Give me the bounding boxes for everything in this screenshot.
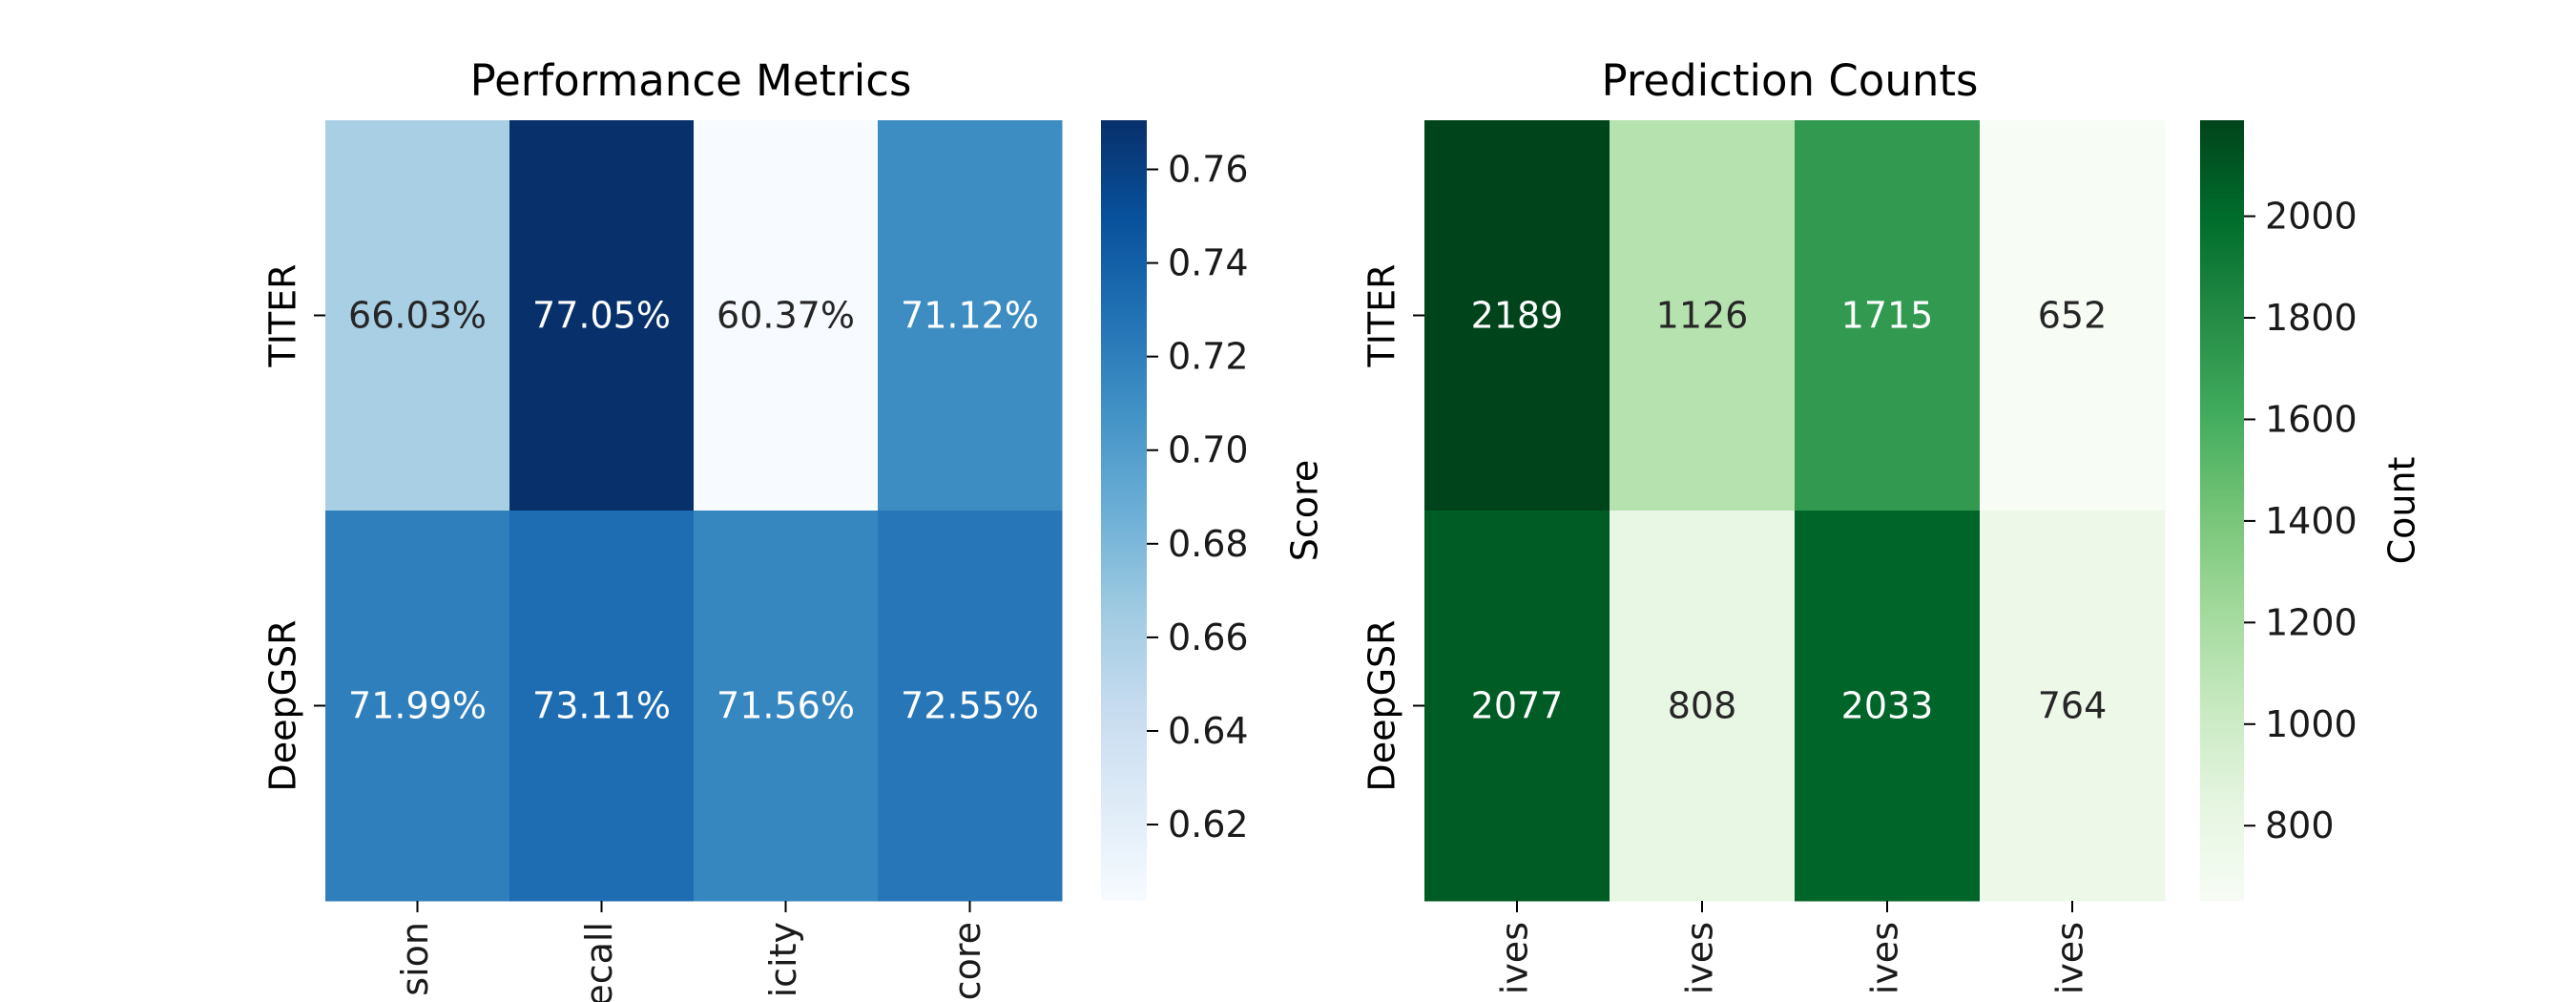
heatmap-cell: [878, 511, 1063, 902]
column-tick-labels: ives ives ives ives: [1494, 901, 2091, 994]
colorbar-tick-label: 0.68: [1168, 523, 1249, 565]
colorbar-tick-label: 0.72: [1168, 336, 1249, 378]
row-label: DeepGSR: [1361, 619, 1403, 791]
column-label: ives: [1494, 922, 1536, 994]
cell-value-label: 652: [2038, 295, 2108, 337]
column-label: ives: [2049, 922, 2091, 994]
colorbar-tick-label: 1000: [2265, 703, 2358, 745]
cell-value-label: 2077: [1471, 685, 1564, 727]
cell-value-label: 72.55%: [901, 685, 1039, 727]
colorbar-tick-label: 0.66: [1168, 616, 1249, 658]
heatmap-cell: [878, 120, 1063, 511]
cell-value-label: 71.12%: [901, 295, 1039, 337]
heatmap-cell: [325, 120, 510, 511]
cell-value-label: 71.56%: [717, 685, 855, 727]
row-label: TITER: [262, 263, 304, 367]
heatmap-cell: [1980, 120, 2166, 511]
heatmap-cell: [1610, 511, 1796, 902]
heatmap-cells: 2189 1126 1715 652 2077 808 2033 764: [1424, 120, 2166, 902]
column-tick-labels: sion ecall icity core: [394, 901, 988, 1002]
colorbar: [2200, 120, 2244, 901]
colorbar-tick-label: 1400: [2265, 500, 2358, 542]
cell-value-label: 2189: [1471, 295, 1564, 337]
heatmap-cell: [1424, 511, 1610, 902]
colorbar-tick-label: 0.76: [1168, 148, 1249, 190]
colorbar-ticks: 0.62 0.64 0.66 0.68 0.70 0.72 0.74 0.76: [1147, 148, 1249, 845]
colorbar: [1101, 120, 1147, 901]
heatmap-cell: [509, 120, 695, 511]
column-label: ives: [1864, 922, 1906, 994]
colorbar-tick-label: 2000: [2265, 196, 2358, 238]
chart-title: Prediction Counts: [1602, 55, 1979, 106]
colorbar-tick-label: 1600: [2265, 398, 2358, 440]
heatmap-cell: [1424, 120, 1610, 511]
cell-value-label: 71.99%: [348, 685, 487, 727]
cell-value-label: 77.05%: [532, 295, 671, 337]
row-label: DeepGSR: [262, 619, 304, 791]
cell-value-label: 1715: [1841, 295, 1934, 337]
chart-title: Performance Metrics: [470, 55, 912, 106]
cell-value-label: 808: [1668, 685, 1737, 727]
colorbar-label: Count: [2381, 457, 2423, 565]
prediction-counts-panel: Prediction Counts 2189 1126 1715 652 2077 808…: [1361, 55, 2423, 994]
column-label: icity: [762, 922, 804, 997]
heatmap-cell: [1795, 511, 1981, 902]
colorbar-tick-label: 1800: [2265, 297, 2358, 339]
heatmap-cell: [694, 511, 879, 902]
colorbar-tick-label: 1200: [2265, 601, 2358, 643]
heatmap-cell: [509, 511, 695, 902]
cell-value-label: 764: [2038, 685, 2108, 727]
row-label: TITER: [1361, 263, 1403, 367]
colorbar-ticks: 800 1000 1200 1400 1600 1800 2000: [2244, 196, 2358, 846]
colorbar-tick-label: 800: [2265, 804, 2335, 846]
column-label: core: [946, 922, 988, 1000]
row-tick-labels: TITER DeepGSR: [1361, 263, 1424, 792]
cell-value-label: 66.03%: [348, 295, 487, 337]
colorbar-tick-label: 0.62: [1168, 804, 1249, 845]
performance-metrics-panel: Performance Metrics 66.03% 77.05% 60.37% 71…: [262, 55, 1326, 1002]
heatmap-cell: [1980, 511, 2166, 902]
heatmap-cells: 66.03% 77.05% 60.37% 71.12% 71.99% 73.11% 71.5…: [325, 120, 1063, 902]
heatmap-cell: [1795, 120, 1981, 511]
column-label: ives: [1679, 922, 1721, 994]
cell-value-label: 1126: [1656, 295, 1749, 337]
colorbar-label: Score: [1284, 460, 1326, 561]
column-label: ecall: [578, 922, 620, 1002]
colorbar-tick-label: 0.64: [1168, 710, 1249, 752]
cell-value-label: 73.11%: [532, 685, 671, 727]
colorbar-tick-label: 0.70: [1168, 429, 1249, 471]
heatmap-cell: [694, 120, 879, 511]
heatmap-cell: [1610, 120, 1796, 511]
column-label: sion: [394, 922, 436, 996]
colorbar-tick-label: 0.74: [1168, 242, 1249, 284]
row-tick-labels: TITER DeepGSR: [262, 263, 325, 792]
heatmap-cell: [325, 511, 510, 902]
cell-value-label: 60.37%: [717, 295, 855, 337]
cell-value-label: 2033: [1841, 685, 1934, 727]
